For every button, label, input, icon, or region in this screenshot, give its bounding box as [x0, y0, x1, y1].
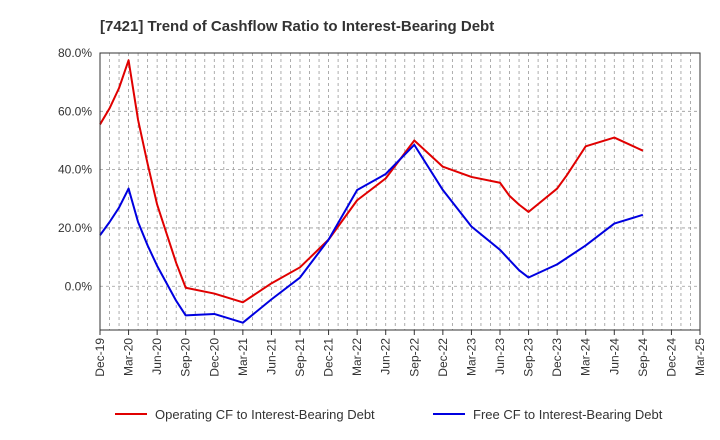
x-tick-label: Jun-22 — [379, 338, 393, 375]
x-tick-label: Mar-20 — [122, 338, 136, 376]
y-tick-label: 0.0% — [65, 279, 93, 293]
y-tick-label: 80.0% — [58, 46, 92, 60]
x-tick-label: Jun-20 — [150, 338, 164, 375]
x-tick-label: Jun-24 — [607, 338, 621, 375]
series-line-operating-cf — [99, 59, 644, 304]
y-tick-label: 60.0% — [58, 104, 92, 118]
x-tick-label: Mar-22 — [350, 338, 364, 376]
x-tick-label: Sep-24 — [636, 338, 650, 377]
x-tick-label: Mar-25 — [693, 338, 707, 376]
y-tick-label: 20.0% — [58, 221, 92, 235]
x-tick-label: Mar-24 — [579, 338, 593, 376]
plot-frame — [99, 52, 701, 331]
x-tick-label: Dec-23 — [550, 338, 564, 377]
axes: 80.0% 60.0% 40.0% 20.0% 0.0% Dec-19 Mar-20 Jun-… — [58, 46, 707, 377]
series-layer — [99, 59, 644, 324]
x-tick-label: Dec-21 — [322, 338, 336, 377]
legend-label: Operating CF to Interest-Bearing Debt — [155, 407, 375, 422]
x-tick-label: Sep-23 — [522, 338, 536, 377]
x-tick-label: Dec-22 — [436, 338, 450, 377]
x-tick-label: Mar-21 — [236, 338, 250, 376]
chart-title: [7421] Trend of Cashflow Ratio to Intere… — [100, 18, 494, 35]
x-tick-label: Jun-21 — [264, 338, 278, 375]
series-line-free-cf — [99, 143, 644, 324]
x-tick-label: Mar-23 — [464, 338, 478, 376]
legend-label: Free CF to Interest-Bearing Debt — [473, 407, 663, 422]
x-tick-label: Dec-20 — [207, 338, 221, 377]
x-tick-label: Dec-19 — [93, 338, 107, 377]
x-tick-label: Jun-23 — [493, 338, 507, 375]
legend: Operating CF to Interest-Bearing Debt Fre… — [115, 407, 663, 422]
x-tick-label: Sep-20 — [179, 338, 193, 377]
x-tick-label: Sep-21 — [293, 338, 307, 377]
y-tick-label: 40.0% — [58, 163, 92, 177]
x-tick-label: Dec-24 — [664, 338, 678, 377]
x-tick-label: Sep-22 — [407, 338, 421, 377]
